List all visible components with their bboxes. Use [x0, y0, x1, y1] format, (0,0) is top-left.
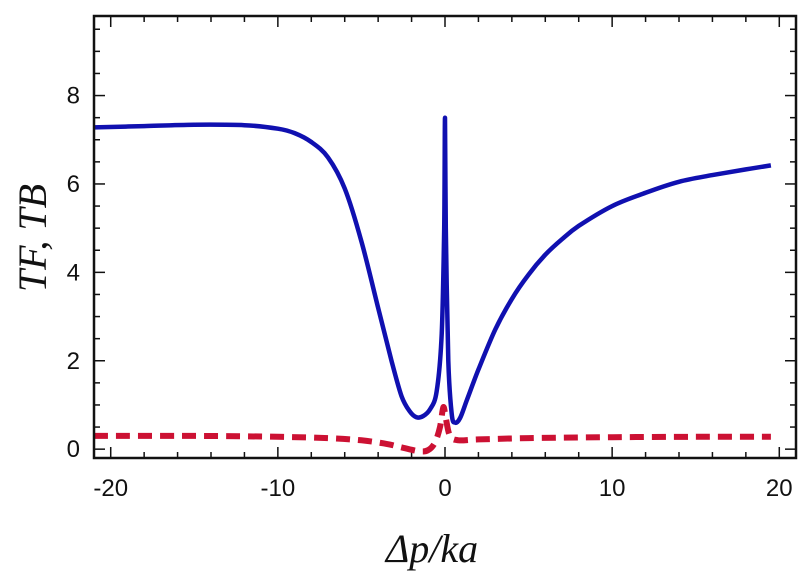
x-tick-label: 20 — [766, 475, 793, 502]
tick-label-layer: -20 -10 0 10 20 0 2 4 6 8 — [67, 83, 793, 502]
y-tick-label: 2 — [67, 348, 80, 375]
x-tick-label: -10 — [261, 475, 296, 502]
y-tick-label: 4 — [67, 259, 80, 286]
x-tick-label: -20 — [93, 475, 128, 502]
series-line-solid — [94, 115, 772, 426]
y-axis-title: TF, TB — [10, 184, 55, 292]
y-tick-label: 6 — [67, 171, 80, 198]
series-line-dashed — [94, 404, 771, 455]
plot-frame — [92, 14, 798, 460]
x-axis-title: Δp/ka — [384, 526, 478, 571]
y-tick-label: 8 — [67, 83, 80, 110]
y-tick-label: 0 — [67, 436, 80, 463]
series-layer — [94, 115, 772, 455]
x-tick-label: 10 — [599, 475, 626, 502]
x-tick-label: 0 — [438, 475, 451, 502]
